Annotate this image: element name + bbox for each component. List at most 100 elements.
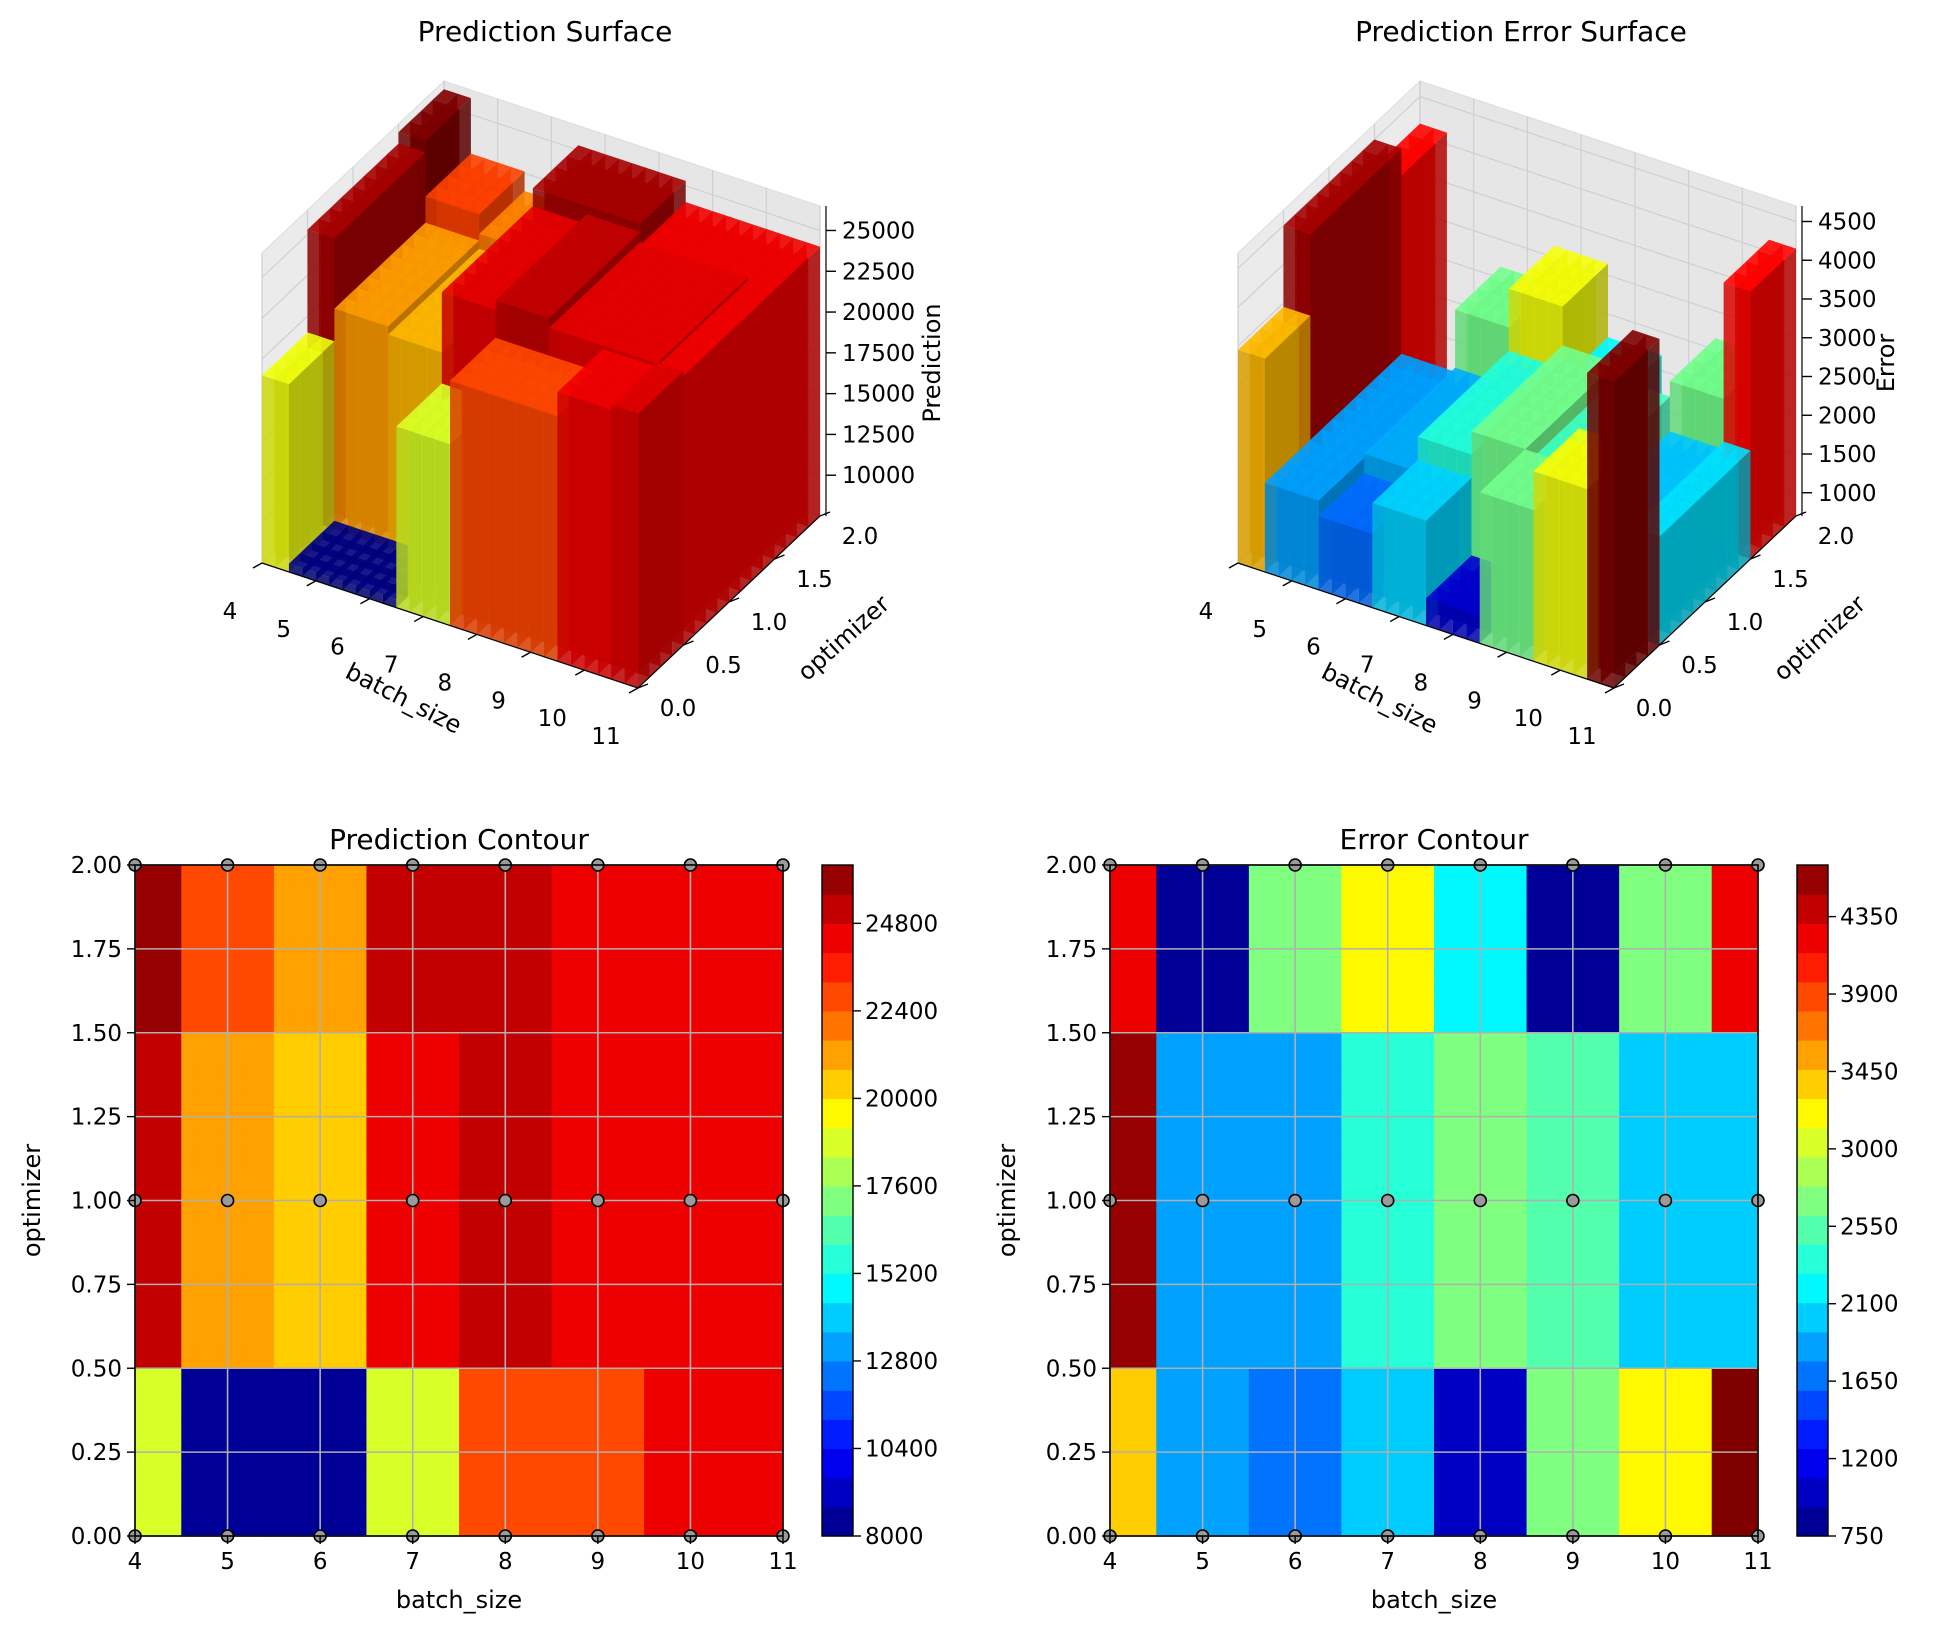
- contour-cell: [301, 887, 312, 900]
- contour-cell: [773, 1155, 784, 1168]
- surface-top: [704, 328, 729, 344]
- surface-face: [1479, 492, 1494, 648]
- contour-cell: [533, 999, 543, 1011]
- contour-cell: [394, 1155, 405, 1168]
- contour-cell: [209, 1010, 219, 1023]
- contour-cell: [190, 898, 201, 911]
- surface-top: [515, 377, 540, 393]
- z-tick-label: 4500: [1818, 210, 1877, 236]
- contour-cell: [597, 1144, 608, 1157]
- contour-cell: [199, 1021, 210, 1034]
- surface-top: [754, 228, 780, 245]
- contour-cell: [218, 1077, 229, 1090]
- contour-cell: [199, 1077, 210, 1090]
- contour-cell: [338, 1155, 349, 1168]
- contour-cell: [283, 1178, 293, 1190]
- surface-top: [732, 250, 757, 266]
- contour-cell: [273, 1099, 284, 1112]
- contour-cell: [190, 1088, 201, 1101]
- contour-cell: [681, 1077, 692, 1090]
- contour-cell: [135, 965, 145, 978]
- contour-cell: [236, 1099, 247, 1112]
- contour-cell: [357, 1166, 368, 1179]
- contour-cell: [514, 1155, 525, 1168]
- contour-cell: [449, 932, 460, 944]
- contour-cell: [412, 1122, 423, 1134]
- contour-cell: [699, 898, 710, 911]
- contour-cell: [135, 1178, 145, 1190]
- contour-cell: [320, 1144, 330, 1157]
- contour-cell: [533, 988, 543, 1000]
- contour-cell: [357, 898, 368, 911]
- contour-cell: [764, 932, 775, 944]
- contour-cell: [227, 1043, 238, 1056]
- contour-cell: [533, 1122, 543, 1134]
- contour-cell: [153, 1066, 164, 1079]
- surface-top: [1725, 446, 1751, 462]
- contour-cell: [653, 1178, 664, 1190]
- contour-cell: [477, 932, 488, 944]
- contour-cell: [218, 1178, 229, 1190]
- contour-cell: [607, 1178, 617, 1190]
- contour-cell: [514, 1088, 525, 1101]
- contour-cell: [403, 887, 414, 900]
- contour-cell: [449, 1178, 460, 1190]
- contour-cell: [616, 1189, 627, 1202]
- contour-cell: [246, 999, 256, 1011]
- contour-cell: [607, 909, 617, 922]
- contour-cell: [338, 999, 349, 1011]
- contour-cell: [551, 954, 562, 967]
- surface-top: [372, 296, 398, 312]
- surface-face: [729, 322, 741, 602]
- surface-face: [660, 381, 673, 667]
- contour-cell: [718, 1178, 729, 1190]
- contour-cell: [681, 1088, 692, 1101]
- surface-top: [703, 226, 729, 242]
- contour-cell: [310, 1032, 321, 1045]
- surface-top: [606, 263, 631, 279]
- contour-cell: [681, 1032, 692, 1045]
- contour-cell: [172, 1088, 182, 1101]
- contour-cell: [273, 876, 284, 888]
- surface-top: [356, 575, 381, 591]
- contour-cell: [273, 920, 284, 933]
- contour-cell: [745, 965, 756, 978]
- surface-top: [1466, 288, 1492, 304]
- contour-cell: [292, 865, 303, 877]
- contour-cell: [283, 988, 293, 1000]
- contour-cell: [745, 1133, 756, 1146]
- contour-cell: [551, 865, 562, 877]
- contour-cell: [570, 1144, 580, 1157]
- contour-cell: [736, 876, 747, 888]
- surface-top: [556, 266, 582, 282]
- contour-cell: [338, 898, 349, 911]
- contour-cell: [394, 932, 405, 944]
- contour-cell: [542, 1200, 553, 1213]
- contour-cell: [653, 1122, 664, 1134]
- contour-cell: [384, 1133, 395, 1146]
- contour-cell: [227, 965, 238, 978]
- surface-top: [728, 220, 753, 236]
- contour-cell: [570, 1178, 580, 1190]
- contour-cell: [153, 1088, 164, 1101]
- contour-cell: [477, 920, 488, 933]
- contour-cell: [653, 988, 664, 1000]
- contour-cell: [634, 1021, 645, 1034]
- contour-cell: [671, 1055, 682, 1067]
- contour-cell: [347, 932, 358, 944]
- contour-cell: [653, 1077, 664, 1090]
- contour-cell: [403, 876, 414, 888]
- contour-cell: [236, 865, 247, 877]
- contour-cell: [588, 909, 599, 922]
- x-tick: [521, 651, 531, 658]
- contour-cell: [551, 1043, 562, 1056]
- contour-cell: [199, 999, 210, 1011]
- contour-cell: [477, 898, 488, 911]
- contour-cell: [153, 1122, 164, 1134]
- contour-cell: [708, 976, 719, 989]
- contour-cell: [366, 898, 377, 911]
- contour-cell: [764, 1077, 775, 1090]
- contour-cell: [616, 976, 627, 989]
- contour-cell: [227, 932, 238, 944]
- contour-cell: [366, 1200, 377, 1213]
